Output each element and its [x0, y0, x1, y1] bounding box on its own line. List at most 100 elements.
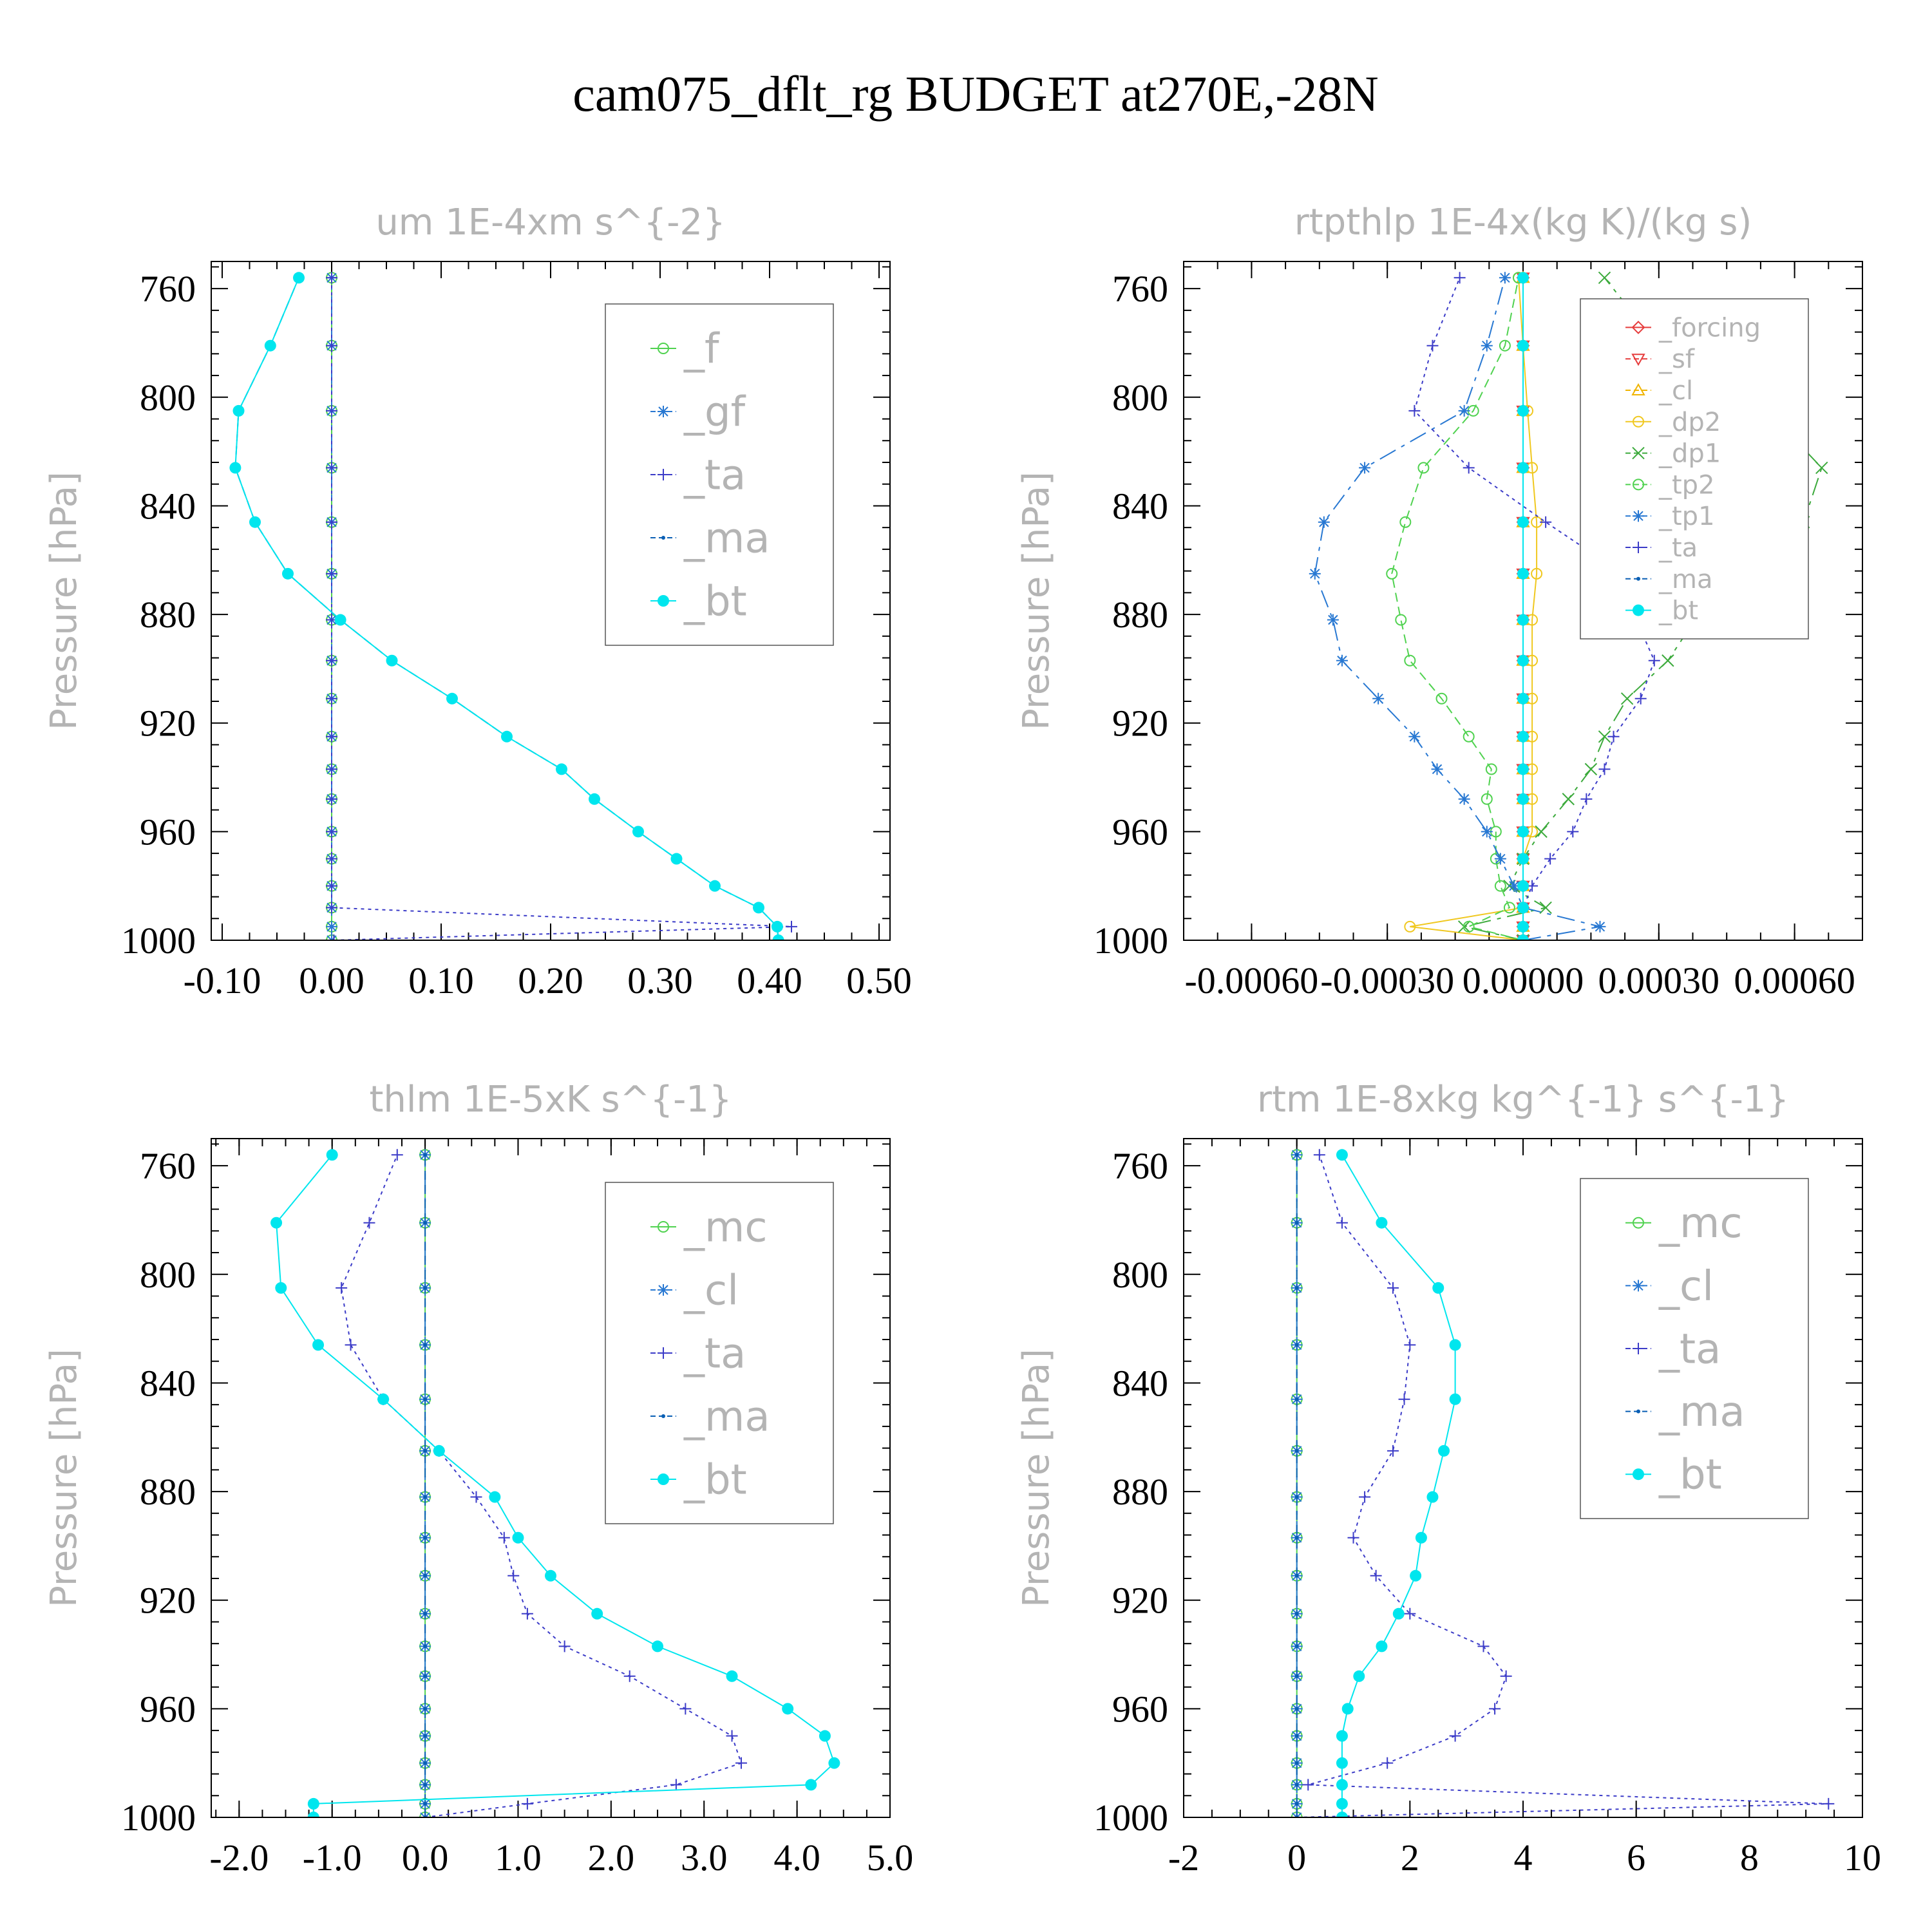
series-ma	[423, 1153, 428, 1817]
y-tick-label: 760	[1112, 268, 1168, 310]
legend-marker	[1633, 604, 1644, 616]
data-point	[423, 1611, 428, 1616]
data-point	[326, 404, 337, 417]
plot-frame	[211, 261, 891, 941]
legend-entry: _bt	[1625, 596, 1698, 626]
legend-label: _dp1	[1658, 439, 1721, 469]
data-point	[1517, 730, 1529, 743]
data-point	[1294, 1153, 1299, 1157]
data-point	[1598, 271, 1611, 285]
x-tick-label: 2.0	[588, 1837, 635, 1879]
legend-marker	[658, 1347, 669, 1359]
legend-marker	[1631, 320, 1645, 334]
data-point	[753, 902, 764, 914]
legend-marker	[1636, 576, 1640, 581]
legend-box	[605, 303, 834, 646]
data-point	[1376, 1217, 1388, 1229]
legend-entry: _ta	[1625, 1325, 1721, 1373]
data-point	[1294, 1801, 1299, 1806]
x-tick-label: 0.0	[402, 1837, 449, 1879]
data-point	[670, 1779, 682, 1791]
data-point	[1449, 1339, 1461, 1351]
x-tick-label: 2	[1401, 1837, 1419, 1879]
legend-entry: _bt	[1625, 1452, 1722, 1499]
y-tick-label: 760	[140, 268, 196, 310]
legend-label: _dp2	[1658, 408, 1721, 437]
legend-label: _ma	[1658, 1388, 1745, 1436]
legend-label: _bt	[683, 1456, 747, 1504]
data-point	[1517, 880, 1529, 892]
data-point	[1463, 730, 1475, 743]
legend-entry: _cl	[1625, 376, 1693, 406]
data-point	[270, 1217, 283, 1229]
data-point	[1392, 1607, 1405, 1620]
data-point	[334, 614, 346, 626]
data-point	[423, 1153, 428, 1157]
data-point	[1426, 1491, 1439, 1503]
data-point	[545, 1569, 556, 1582]
data-point	[726, 1670, 738, 1682]
legend-entry: _bt	[650, 1456, 747, 1504]
legend-label: _f	[683, 325, 720, 373]
data-point	[232, 404, 245, 417]
legend-entry: _ta	[1625, 533, 1698, 563]
legend-label: _cl	[683, 1267, 739, 1314]
data-point	[1463, 462, 1475, 474]
legend-box	[1580, 298, 1809, 639]
legend-marker	[1633, 542, 1644, 553]
series-line	[1391, 278, 1524, 940]
x-tick-label: 8	[1740, 1837, 1759, 1879]
legend-label: _tp2	[1658, 470, 1715, 500]
data-point	[1517, 404, 1529, 417]
plot-area	[1291, 1149, 1835, 1817]
legend-marker	[658, 1473, 669, 1485]
data-point	[293, 272, 305, 284]
panel-title: thlm 1E-5xK s^{-1}	[369, 1079, 732, 1121]
data-point	[1435, 692, 1448, 705]
data-point	[1517, 826, 1529, 838]
data-point	[805, 1779, 817, 1791]
data-point	[1313, 1149, 1325, 1161]
data-point	[1494, 853, 1506, 865]
data-point	[735, 1757, 747, 1769]
legend-entry: _f	[650, 325, 720, 373]
legend-label: _cl	[1658, 1263, 1714, 1311]
data-point	[556, 763, 567, 775]
data-point	[1517, 516, 1529, 528]
legend-label: _ta	[1658, 1325, 1721, 1373]
data-point	[1347, 1531, 1359, 1544]
data-point	[1294, 1495, 1299, 1499]
data-point	[1481, 339, 1493, 352]
data-point	[623, 1670, 636, 1682]
series-line	[341, 1154, 743, 1817]
data-point	[782, 1703, 794, 1715]
y-tick-label: 960	[1112, 1688, 1168, 1730]
legend-label: _tp1	[1658, 502, 1715, 531]
y-axis-label: Pressure [hPa]	[43, 1349, 85, 1607]
plot-frame	[211, 1138, 891, 1818]
legend-entry: _ma	[650, 515, 770, 562]
data-point	[1517, 339, 1529, 352]
data-point	[307, 1812, 319, 1817]
series-bt	[1336, 1149, 1461, 1817]
legend-marker	[661, 1414, 665, 1418]
legend: _mc _cl _ta _ma _bt	[605, 1182, 834, 1524]
legend-label: _ta	[683, 1330, 746, 1378]
y-tick-label: 880	[1112, 594, 1168, 636]
data-point	[828, 1757, 840, 1769]
legend-entry: _tp2	[1625, 470, 1715, 500]
data-point	[1517, 567, 1529, 580]
figure-title: cam075_dflt_rg BUDGET at270E,-28N	[573, 66, 1378, 122]
series-line	[234, 277, 779, 940]
data-point	[1503, 902, 1515, 914]
data-point	[1294, 1761, 1299, 1765]
legend-marker	[1633, 1217, 1644, 1229]
y-tick-label: 1000	[1094, 920, 1168, 961]
y-tick-label: 800	[1112, 1254, 1168, 1296]
data-point	[423, 1801, 428, 1806]
y-tick-label: 920	[140, 1580, 196, 1622]
data-point	[1449, 1393, 1461, 1405]
legend-marker	[658, 469, 669, 480]
x-tick-label: 0.30	[627, 960, 693, 1001]
data-point	[326, 692, 337, 705]
